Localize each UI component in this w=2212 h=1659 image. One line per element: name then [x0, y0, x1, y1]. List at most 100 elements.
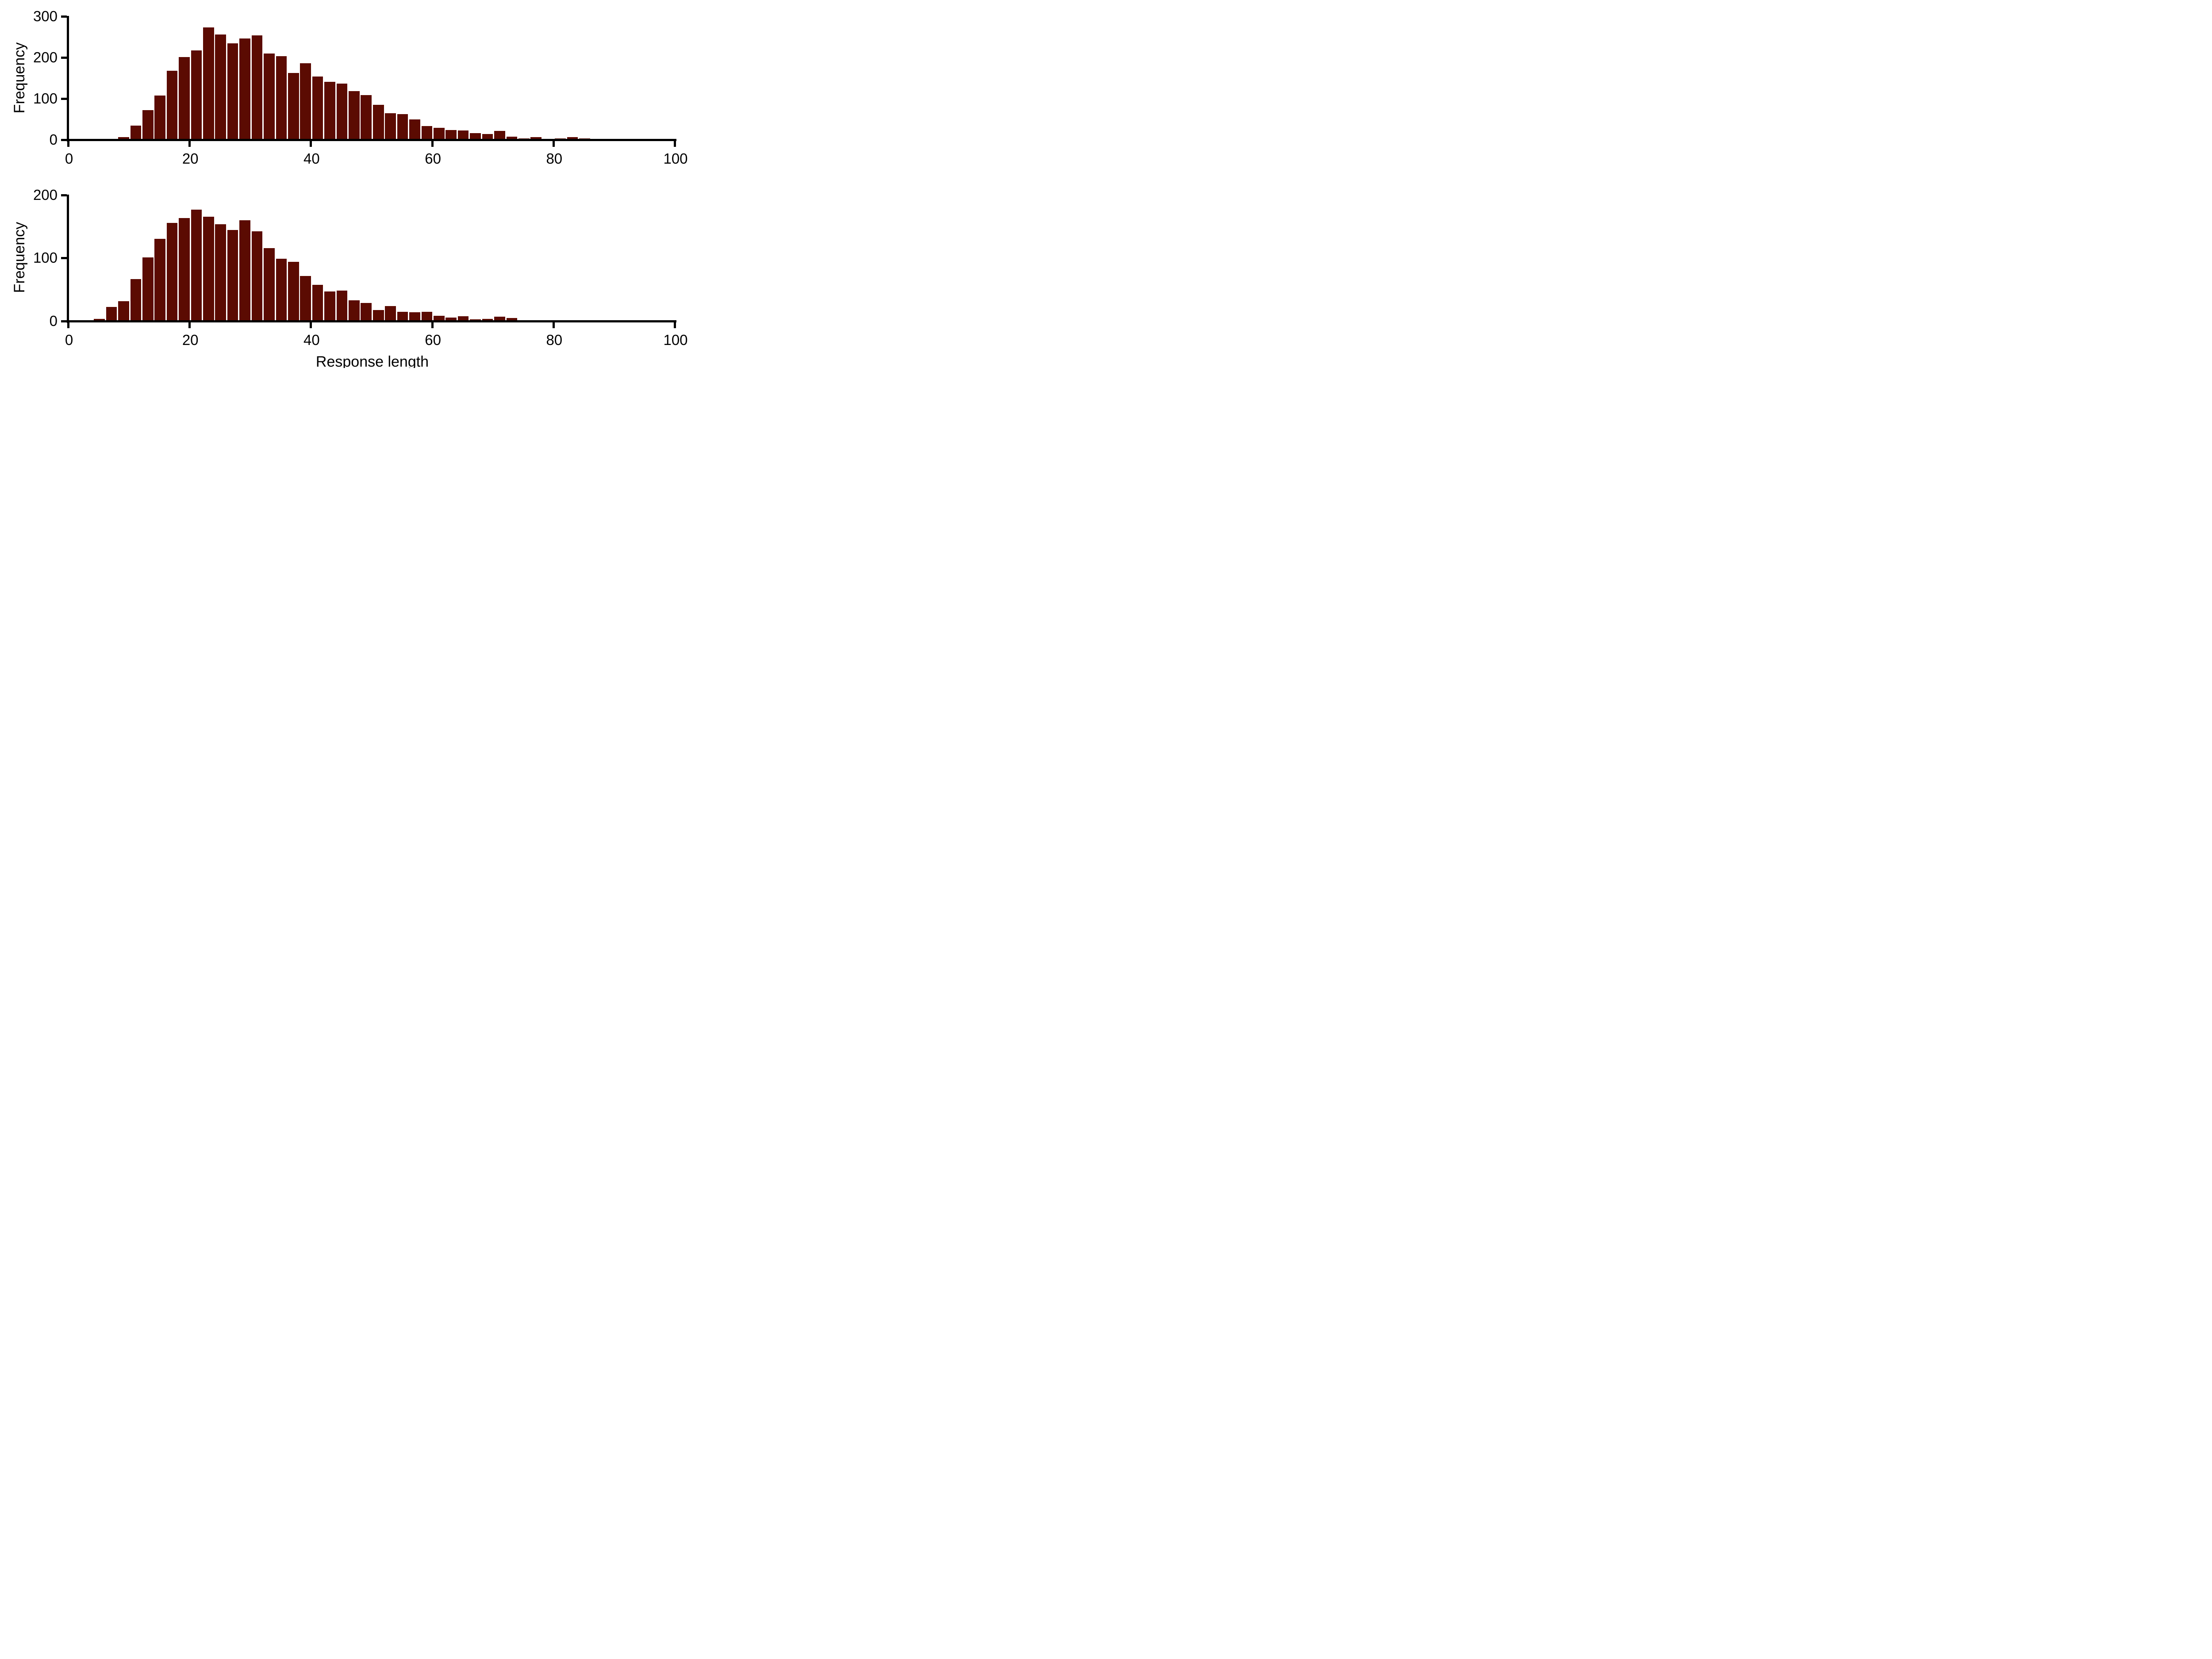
y-tick-label: 200	[33, 186, 58, 203]
y-tick-label: 300	[33, 8, 58, 24]
histogram-bar	[385, 306, 396, 322]
histogram-bar	[445, 130, 457, 140]
histogram-bar	[349, 300, 360, 322]
histogram-bar	[118, 301, 129, 322]
y-tick-label: 200	[33, 49, 58, 65]
histogram-bar	[482, 318, 493, 322]
histogram-bar	[276, 56, 287, 140]
histogram-bar	[361, 303, 372, 322]
histogram-bar	[336, 83, 348, 140]
histogram-bar	[470, 133, 481, 140]
histogram-bar	[276, 259, 287, 322]
histogram-bar	[142, 257, 154, 322]
histogram-bar	[300, 63, 311, 140]
y-tick	[61, 15, 67, 18]
histogram-bar	[324, 291, 335, 322]
x-axis-title: Response length	[315, 353, 429, 368]
histogram-bar	[130, 126, 142, 140]
histogram-bar	[482, 134, 493, 140]
histogram-bar	[312, 76, 323, 140]
histogram-bar	[445, 317, 457, 322]
histogram-bar	[312, 284, 323, 322]
x-tick-label: 40	[303, 332, 320, 348]
histogram-bar	[494, 317, 505, 322]
x-tick	[674, 322, 676, 328]
x-tick-label: 40	[303, 150, 320, 167]
x-tick	[552, 141, 555, 147]
y-tick	[61, 257, 67, 260]
y-axis-spine	[67, 16, 69, 142]
histogram-bar	[94, 318, 105, 322]
histogram-bar	[336, 290, 348, 322]
histogram-bar	[349, 91, 360, 140]
histogram-bar	[191, 50, 202, 140]
histogram-bar	[251, 35, 263, 140]
histogram-bar	[434, 315, 445, 322]
histogram-bar	[300, 276, 311, 322]
x-tick	[188, 141, 191, 147]
histogram-bar	[239, 220, 250, 322]
histogram-bar	[457, 316, 469, 322]
histogram-bar	[154, 238, 165, 322]
y-tick	[61, 139, 67, 141]
histogram-bar	[251, 231, 263, 322]
histogram-bar	[530, 137, 541, 140]
x-tick-label: 100	[663, 332, 688, 348]
y-tick-label: 0	[49, 313, 58, 329]
y-axis-spine	[67, 194, 69, 323]
x-tick	[552, 322, 555, 328]
histogram-bar	[142, 110, 154, 140]
x-tick-label: 0	[65, 332, 73, 348]
histogram-bar	[506, 137, 518, 140]
histogram-bar	[166, 222, 178, 322]
histogram-bar	[179, 57, 190, 140]
histogram-bar	[130, 279, 142, 322]
x-tick-label: 0	[65, 150, 73, 167]
histogram-bar	[288, 73, 299, 140]
histogram-bar	[166, 70, 178, 140]
y-tick	[61, 194, 67, 196]
histogram-bar	[385, 113, 396, 140]
histogram-bar	[361, 95, 372, 140]
x-tick-label: 60	[425, 150, 441, 167]
x-axis-spine	[67, 139, 676, 141]
histogram-bar	[227, 43, 238, 140]
histogram-bar	[106, 307, 117, 322]
y-tick-label: 0	[49, 131, 58, 148]
x-tick	[67, 322, 69, 328]
y-tick	[61, 57, 67, 59]
histogram-bar	[409, 119, 420, 140]
y-tick-label: 100	[33, 90, 58, 107]
x-tick-label: 80	[546, 332, 563, 348]
histogram-bar	[409, 312, 420, 322]
histogram-bar	[118, 137, 129, 140]
x-tick	[310, 141, 312, 147]
histogram-bar	[567, 137, 578, 140]
top-y-axis-title: Frequency	[11, 42, 28, 113]
histogram-bar	[494, 131, 505, 140]
histogram-bar	[434, 127, 445, 140]
figure: Frequency 0 100 200 300 0 20 40 60 80 100 Frequen…	[0, 0, 693, 368]
x-tick-label: 100	[663, 150, 688, 167]
histogram-bar	[421, 312, 433, 322]
x-tick-label: 60	[425, 332, 441, 348]
histogram-bar	[397, 312, 408, 322]
histogram-bar	[264, 248, 275, 322]
histogram-bar	[154, 96, 165, 140]
x-tick	[431, 141, 434, 147]
histogram-bar	[239, 38, 250, 140]
histogram-bar	[373, 310, 384, 322]
x-tick-label: 20	[182, 150, 199, 167]
histogram-bar	[457, 130, 469, 140]
histogram-bar	[215, 34, 227, 140]
histogram-bar	[506, 318, 518, 322]
x-tick	[431, 322, 434, 328]
x-tick	[310, 322, 312, 328]
x-tick-label: 20	[182, 332, 199, 348]
histogram-bar	[203, 27, 214, 140]
x-tick	[67, 141, 69, 147]
x-tick	[188, 322, 191, 328]
y-tick-label: 100	[33, 249, 58, 266]
histogram-bar	[264, 53, 275, 140]
histogram-bar	[215, 224, 227, 322]
